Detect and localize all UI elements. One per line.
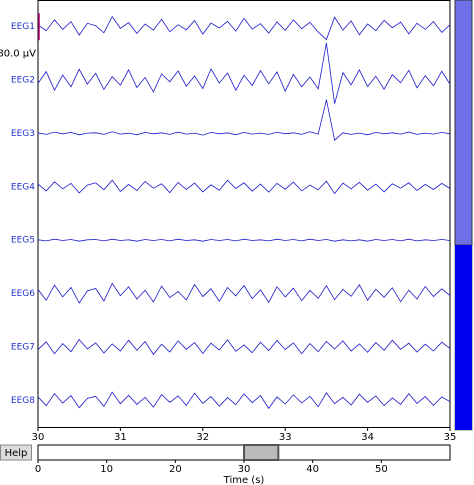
x2-tick-label: 20 [169,464,182,475]
eeg-trace [37,179,451,195]
channel-label: EEG5 [11,236,35,246]
eeg-trace [37,99,451,141]
channel-label: EEG2 [11,76,35,86]
x2-tick-label: 40 [306,464,319,475]
x2-tick-label: 50 [375,464,388,475]
time-window-thumb[interactable] [243,444,280,461]
x-tick-label: 34 [361,432,374,443]
eeg-trace [37,282,451,304]
x-tick-label: 35 [444,432,457,443]
x2-tick-label: 10 [100,464,113,475]
channel-label: EEG3 [11,129,35,139]
channel-label: EEG8 [11,396,35,406]
channel-scroll-thumb[interactable] [454,0,473,246]
channel-label: EEG7 [11,342,35,352]
scale-bar-label: 80.0 µV [0,48,36,59]
x-tick-label: 31 [114,432,127,443]
channel-label: EEG1 [11,22,35,32]
eeg-trace [37,15,451,41]
eeg-trace [37,42,451,104]
channel-label: EEG4 [11,182,35,192]
help-button[interactable] [0,444,32,461]
plot-frame [37,0,451,428]
x2-tick-label: 0 [35,464,41,475]
eeg-trace [37,391,451,410]
x2-tick-label: 30 [238,464,251,475]
x-tick-label: 32 [196,432,209,443]
channel-label: EEG6 [11,289,35,299]
x-axis-title: Time (s) [223,475,265,485]
channel-scroll-track [455,245,472,430]
eeg-trace [37,338,451,356]
help-label[interactable]: Help [5,448,28,459]
x-tick-label: 30 [32,432,45,443]
eeg-trace [37,238,451,242]
x-tick-label: 33 [279,432,292,443]
